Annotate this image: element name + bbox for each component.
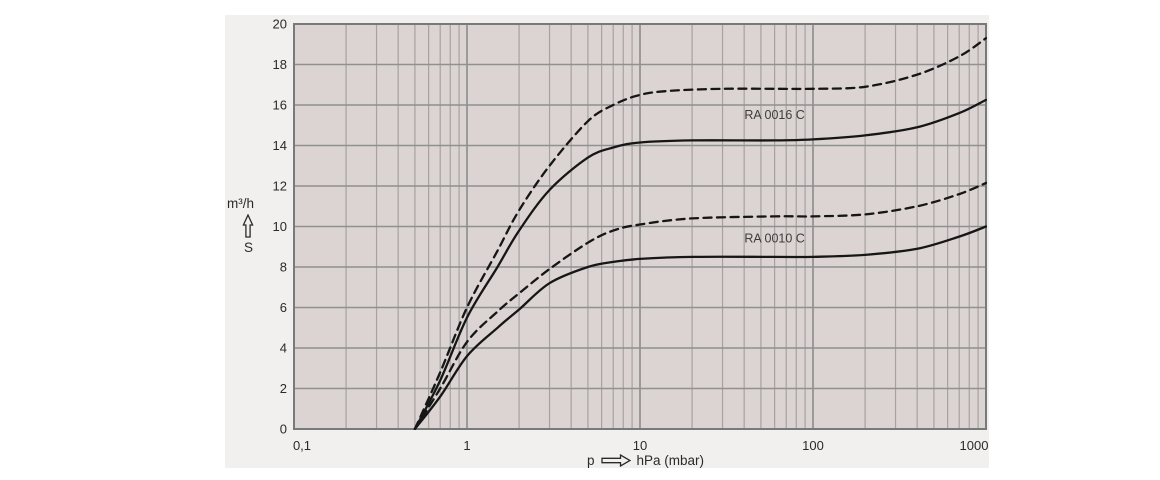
y-tick-label: 20 xyxy=(273,17,287,32)
x-tick-label: 10 xyxy=(633,438,647,453)
y-tick-label: 4 xyxy=(280,341,287,356)
y-tick-label: 6 xyxy=(280,300,287,315)
y-tick-label: 0 xyxy=(280,422,287,437)
right-arrow-icon xyxy=(600,454,631,467)
y-tick-label: 2 xyxy=(280,381,287,396)
y-tick-label: 18 xyxy=(273,57,287,72)
y-tick-label: 14 xyxy=(273,138,287,153)
y-axis-unit-block: m³/h S xyxy=(227,196,254,255)
x-axis-label: p hPa (mbar) xyxy=(587,453,704,468)
x-tick-label: 1000 xyxy=(960,438,989,453)
curve-ra-0010-c-solid xyxy=(413,225,987,430)
up-arrow-icon xyxy=(242,214,254,238)
curve-ra-0010-c-dashed xyxy=(413,181,987,430)
curve-label: RA 0016 C xyxy=(744,108,804,122)
curve-ra-0016-c-solid xyxy=(413,98,987,430)
x-tick-label: 100 xyxy=(802,438,824,453)
chart-panel: RA 0016 C RA 0010 C 0 2 4 6 8 10 12 14 16 18 20 0,1 1 1… xyxy=(225,15,989,468)
curve-label: RA 0010 C xyxy=(744,232,804,246)
plot-svg: RA 0016 C RA 0010 C 0 2 4 6 8 10 12 14 16 18 20 0,1 1 1… xyxy=(273,17,989,454)
y-tick-label: 16 xyxy=(273,98,287,113)
x-tick-label: 1 xyxy=(463,438,470,453)
y-axis-unit-label: m³/h xyxy=(227,196,254,211)
y-tick-label: 10 xyxy=(273,219,287,234)
x-tick-label: 0,1 xyxy=(293,438,311,453)
y-axis-symbol-label: S xyxy=(244,240,254,255)
y-tick-label: 12 xyxy=(273,179,287,194)
curve-ra-0016-c-dashed xyxy=(413,37,987,430)
y-tick-label: 8 xyxy=(280,260,287,275)
x-axis-symbol: p xyxy=(587,453,595,468)
x-axis-unit: hPa (mbar) xyxy=(636,453,705,468)
